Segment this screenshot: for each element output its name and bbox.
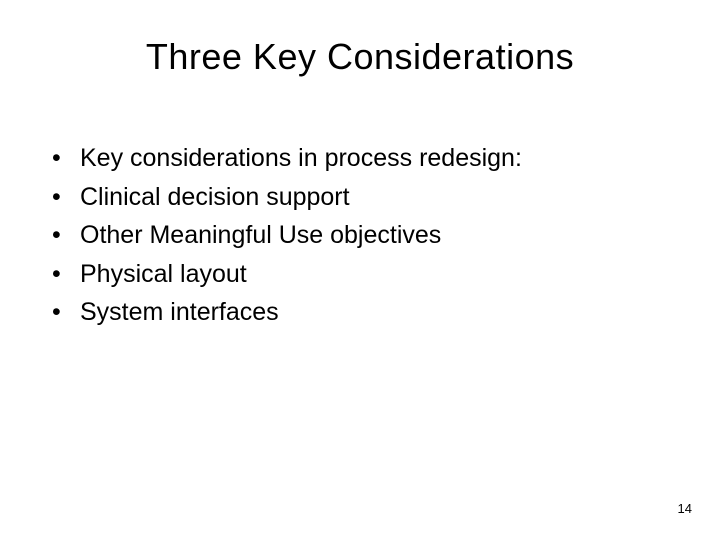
bullet-list: Key considerations in process redesign: …: [46, 140, 522, 333]
list-item: System interfaces: [46, 294, 522, 332]
list-item: Key considerations in process redesign:: [46, 140, 522, 178]
list-item: Clinical decision support: [46, 179, 522, 217]
slide: Three Key Considerations Key considerati…: [0, 0, 720, 540]
slide-title: Three Key Considerations: [0, 36, 720, 78]
page-number: 14: [678, 501, 692, 516]
list-item: Physical layout: [46, 256, 522, 294]
list-item: Other Meaningful Use objectives: [46, 217, 522, 255]
